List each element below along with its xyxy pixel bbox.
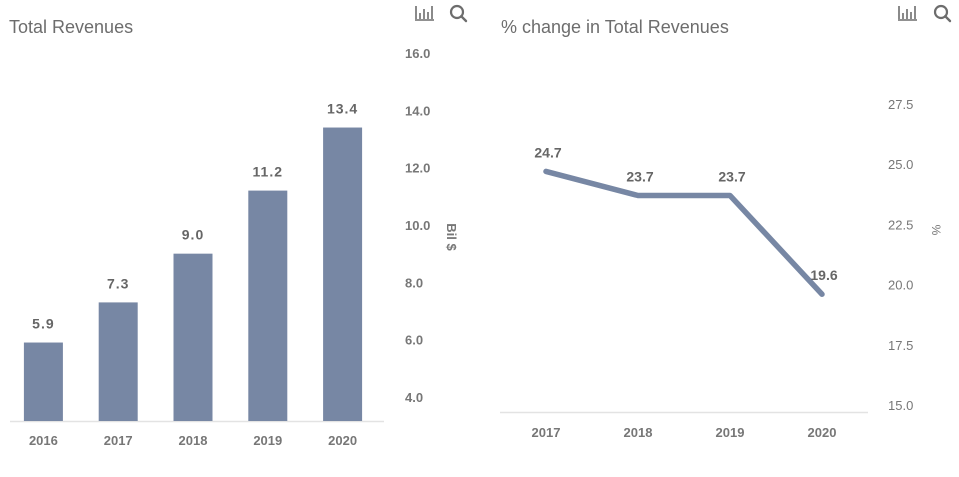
y-tick-label: 6.0 [405,333,423,348]
data-label: 13.4 [327,101,358,117]
y-axis-label: % [929,225,943,236]
data-label: 9.0 [182,227,204,243]
y-tick-label: 27.5 [888,97,913,112]
bar [23,342,63,421]
pct-change-panel: % change in Total Revenues 24.7 2017 23.7 2… [480,0,959,477]
y-tick-label: 20.0 [888,278,913,293]
y-tick-label: 12.0 [405,161,430,176]
data-label: 23.7 [718,169,745,185]
x-tick-label: 2017 [532,425,561,440]
data-label: 24.7 [534,144,561,160]
total-revenues-panel: Total Revenues 5.9 2016 7.3 2017 9.0 2018 11.2… [9,3,470,448]
y-axis-label: Bil $ [444,223,459,251]
y-tick-label: 4.0 [405,390,423,405]
bar [173,253,213,421]
x-tick-label: 2018 [624,425,653,440]
bar [323,127,363,422]
x-tick-label: 2018 [179,433,208,448]
x-tick-label: 2020 [328,433,357,448]
line-chart: 24.7 2017 23.7 2018 23.7 2019 19.6 2020 15.0 17.5… [500,97,943,440]
search-icon[interactable] [932,3,954,23]
y-tick-label: 16.0 [405,46,430,61]
y-tick-label: 25.0 [888,157,913,172]
bar [248,190,288,421]
x-tick-label: 2019 [716,425,745,440]
chart-title: % change in Total Revenues [501,17,729,37]
data-label: 7.3 [107,275,129,291]
bar-chart-icon[interactable] [897,3,919,23]
y-tick-label: 10.0 [405,218,430,233]
y-tick-label: 14.0 [405,103,430,118]
x-tick-label: 2020 [808,425,837,440]
data-label: 23.7 [626,169,653,185]
x-tick-label: 2016 [29,433,58,448]
series-line [543,168,825,297]
y-tick-label: 22.5 [888,217,913,232]
y-tick-label: 8.0 [405,275,423,290]
x-tick-label: 2019 [253,433,282,448]
bar-chart-icon[interactable] [414,3,436,23]
chart-title: Total Revenues [9,17,134,37]
data-label: 19.6 [810,267,837,283]
y-tick-label: 17.5 [888,338,913,353]
x-tick-label: 2017 [104,433,133,448]
y-tick-label: 15.0 [888,398,913,413]
data-label: 5.9 [32,316,54,332]
search-icon[interactable] [448,3,470,23]
bar [98,302,138,421]
bar-chart: 5.9 2016 7.3 2017 9.0 2018 11.2 2019 13.4 2020 4.0… [10,46,459,448]
data-label: 11.2 [253,164,283,180]
